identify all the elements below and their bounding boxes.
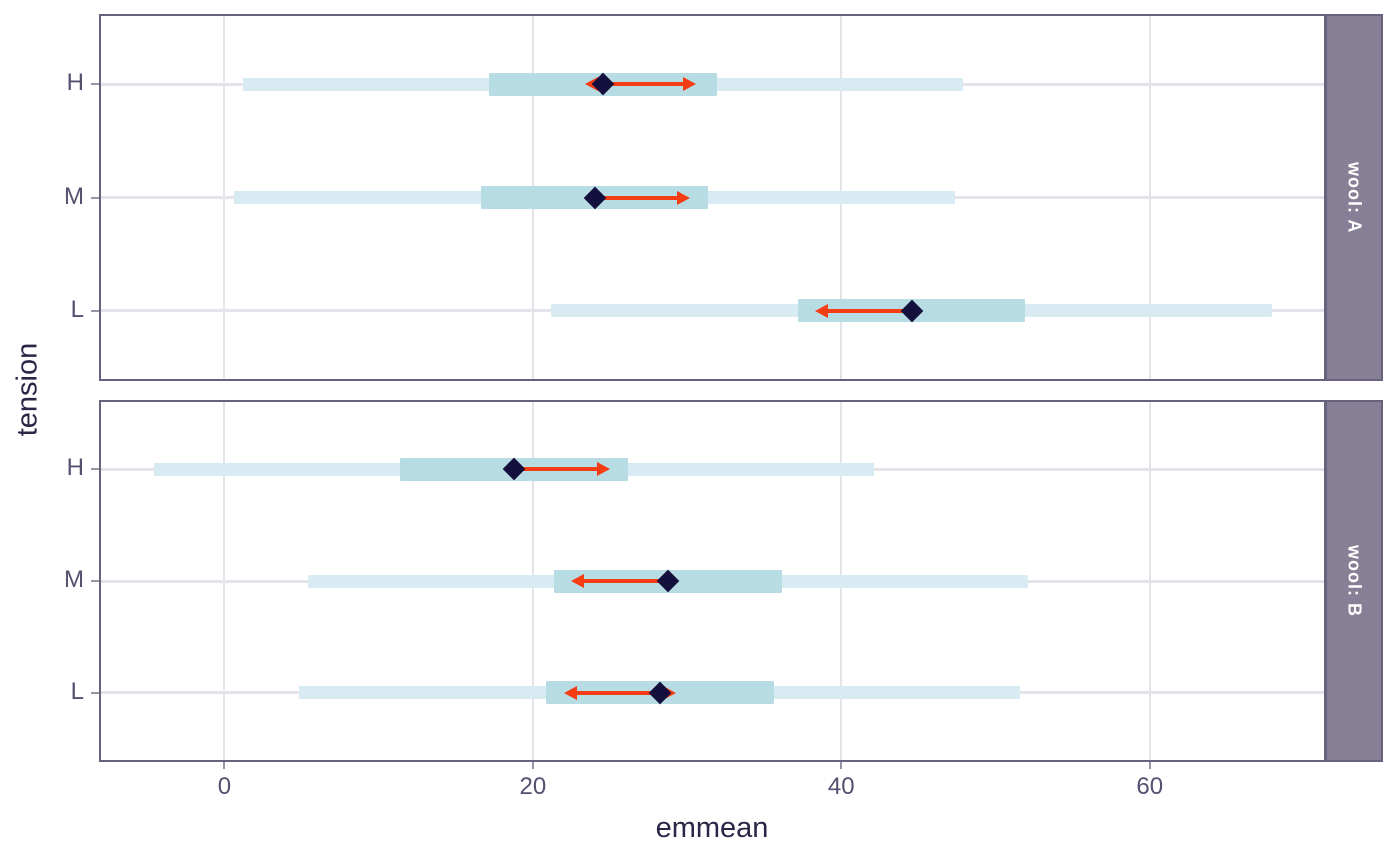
y-tick-label: M [64,566,84,593]
y-tick-label: L [70,295,84,323]
facet-panel [99,14,1326,381]
facet-strip-label: wool: B [1344,545,1365,617]
x-tick-mark [840,762,843,769]
x-axis-title: emmean [655,812,769,844]
comparison-arrow-shaft [576,690,660,695]
comparison-arrow-head-right [596,462,610,477]
comparison-arrow-shaft [603,82,684,87]
y-tick-mark [91,196,99,199]
comparison-arrow-head-right [677,190,691,205]
y-tick-label: M [64,182,84,210]
comparison-arrow-head-left [815,303,829,318]
y-tick-mark [91,309,99,312]
comparison-arrow-head-left [571,574,585,588]
y-tick-label: H [66,69,84,97]
comparison-arrow-shaft [594,195,678,200]
y-tick-mark [91,468,99,471]
comparison-arrow-head-left [563,685,577,700]
x-tick-label: 0 [217,773,232,800]
comparison-arrow-shaft [828,308,912,313]
facet-panel [99,400,1326,762]
x-tick-label: 40 [827,773,855,800]
y-tick-label: H [66,454,84,482]
facet-strip: wool: B [1325,400,1383,762]
x-tick-label: 60 [1136,773,1164,800]
y-tick-label: L [70,677,84,705]
y-tick-mark [91,691,99,694]
y-tick-mark [91,83,99,86]
comparison-arrow-shaft [514,467,597,472]
x-tick-mark [223,762,226,769]
x-tick-mark [1148,762,1151,769]
comparison-arrow-shaft [584,579,669,583]
facet-strip: wool: A [1325,14,1383,381]
x-tick-mark [531,762,534,769]
x-tick-label: 20 [519,773,547,800]
y-tick-mark [91,580,99,582]
facet-strip-label: wool: A [1344,161,1365,234]
comparison-arrow-head-right [683,77,697,92]
y-axis-title: tension [11,342,44,437]
